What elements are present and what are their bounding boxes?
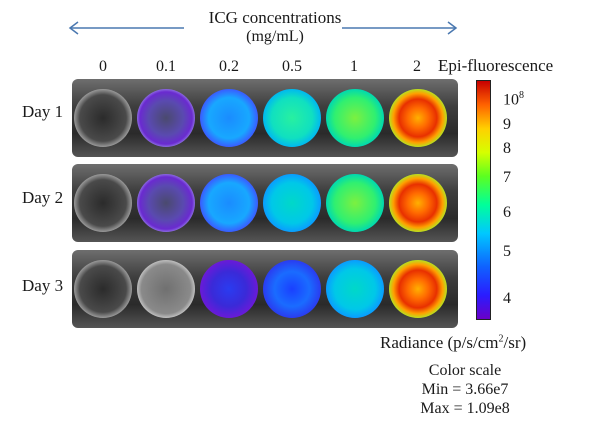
- figure-title: ICG concentrations: [208, 8, 342, 27]
- well-day3-2: [389, 260, 447, 318]
- color-scale-min: Min = 3.66e7: [421, 381, 509, 398]
- column-label: 0.5: [282, 58, 302, 75]
- well-day2-0: [74, 174, 132, 232]
- wells-day-2: [74, 174, 447, 232]
- well-plate-day-1: [72, 79, 458, 157]
- colorbar-tick: 5: [503, 243, 511, 260]
- well-day1-0.5: [263, 89, 321, 147]
- wells-day-3: [74, 260, 447, 318]
- wells-day-1: [74, 89, 447, 147]
- well-day3-0.1: [137, 260, 195, 318]
- well-day2-2: [389, 174, 447, 232]
- color-scale-label: Color scale: [428, 362, 502, 379]
- color-scale-max: Max = 1.09e8: [420, 400, 510, 417]
- colorbar-tick: 6: [503, 204, 511, 221]
- concentration-unit: (mg/mL): [246, 28, 304, 45]
- radiance-label: Radiance (p/s/cm2/sr): [380, 333, 527, 352]
- concentration-arrow: [68, 21, 458, 35]
- well-day2-0.2: [200, 174, 258, 232]
- well-day1-0: [74, 89, 132, 147]
- row-label-day-2: Day 2: [22, 188, 64, 207]
- row-label-day-1: Day 1: [22, 102, 64, 121]
- colorbar: [476, 80, 491, 320]
- colorbar-title: Epi-fluorescence: [438, 56, 554, 75]
- colorbar-tick: 7: [503, 169, 511, 186]
- column-label: 2: [413, 58, 421, 75]
- column-label: 1: [350, 58, 358, 75]
- well-day1-2: [389, 89, 447, 147]
- well-day2-0.5: [263, 174, 321, 232]
- well-plate-day-2: [72, 164, 458, 242]
- well-day1-0.1: [137, 89, 195, 147]
- colorbar-exponent: 108: [503, 90, 524, 109]
- well-day2-1: [326, 174, 384, 232]
- well-day1-0.2: [200, 89, 258, 147]
- well-day2-0.1: [137, 174, 195, 232]
- well-day3-0: [74, 260, 132, 318]
- well-day3-1: [326, 260, 384, 318]
- colorbar-tick: 8: [503, 140, 511, 157]
- row-label-day-3: Day 3: [22, 276, 64, 295]
- well-plate-day-3: [72, 250, 458, 328]
- well-day3-0.5: [263, 260, 321, 318]
- colorbar-tick: 4: [503, 290, 511, 307]
- column-label: 0.2: [219, 58, 239, 75]
- well-day1-1: [326, 89, 384, 147]
- column-label: 0.1: [156, 58, 176, 75]
- colorbar-tick: 9: [503, 116, 511, 133]
- well-day3-0.2: [200, 260, 258, 318]
- column-label: 0: [99, 58, 107, 75]
